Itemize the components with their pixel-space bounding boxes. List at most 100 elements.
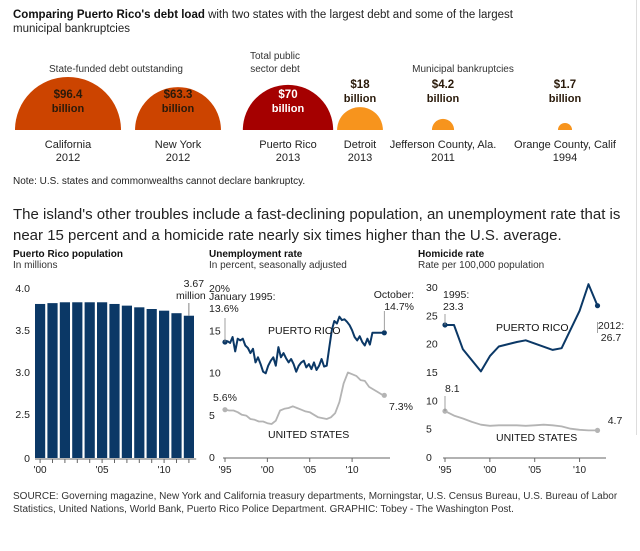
homicide-series-line: [445, 283, 599, 373]
debt-semicircle: [135, 87, 221, 130]
homicide-chart-subtitle: Rate per 100,000 population: [418, 260, 545, 271]
debt-entity-label: California 2012: [0, 139, 138, 165]
unemployment-x-tick: '95: [218, 465, 231, 476]
debt-semicircle: [15, 77, 121, 130]
homicide-x-tick: '00: [483, 465, 496, 476]
debt-entity-label: Detroit 2013: [290, 139, 430, 165]
debt-place: New York: [154, 139, 202, 151]
unemployment-y-tick: 5: [209, 410, 215, 422]
unemployment-series-label: UNITED STATES: [268, 429, 349, 441]
debt-place: California: [44, 139, 92, 151]
homicide-series-label: UNITED STATES: [496, 432, 577, 444]
debt-year: 2012: [55, 152, 81, 164]
debt-unit-label: billion: [272, 103, 305, 115]
unemployment-end-annotation: October:: [374, 289, 414, 301]
population-chart-subtitle: In millions: [13, 260, 58, 271]
homicide-end-annotation: 2012:: [598, 320, 624, 332]
homicide-y-tick: 0: [426, 452, 432, 464]
debt-place: Orange County, Calif: [514, 139, 616, 151]
homicide-series-line: [444, 410, 598, 432]
homicide-y-tick: 20: [426, 339, 438, 351]
homicide-y-tick: 15: [426, 367, 438, 379]
population-annotation-unit: million: [176, 290, 206, 302]
graphic-title: Comparing Puerto Rico's debt load with t…: [13, 8, 533, 36]
homicide-y-tick: 30: [426, 282, 438, 294]
homicide-chart-header: Homicide rate Rate per 100,000 populatio…: [418, 249, 544, 271]
population-chart-header: Puerto Rico population In millions: [13, 249, 123, 271]
unemployment-chart-title: Unemployment rate: [209, 249, 303, 260]
debt-semicircles: $96.4 billion $63.3 billion $70 billion $18 bil…: [15, 77, 581, 130]
population-bar: [59, 302, 70, 458]
debt-unit-label: billion: [344, 93, 377, 105]
population-bar: [171, 313, 182, 458]
homicide-end-point: [594, 427, 601, 433]
unemployment-end-point: [381, 330, 387, 336]
debt-place: Detroit: [343, 139, 377, 151]
debt-year: 1994: [552, 152, 578, 164]
unemployment-y-tick: 0: [209, 452, 215, 464]
title-rest: with two states with the largest debt an…: [13, 9, 513, 35]
population-chart-title: Puerto Rico population: [13, 249, 123, 260]
population-bar: [84, 302, 95, 458]
homicide-y-tick: 10: [426, 395, 438, 407]
homicide-series-label: PUERTO RICO: [496, 322, 569, 334]
debt-amount-label: $18: [350, 79, 370, 91]
debt-unit-label: billion: [427, 93, 460, 105]
debt-semicircle: [431, 118, 455, 130]
homicide-y-tick: 5: [426, 424, 432, 436]
unemployment-y-tick: 15: [209, 325, 221, 337]
right-border-line: [636, 0, 637, 435]
unemployment-x-tick: '00: [261, 465, 274, 476]
debt-unit-label: billion: [52, 103, 85, 115]
homicide-end-annotation: 4.7: [608, 415, 623, 427]
population-y-tick: 2.5: [15, 409, 30, 421]
unemployment-chart-subtitle: In percent, seasonally adjusted: [209, 260, 347, 271]
title-bold: Comparing Puerto Rico's debt load: [13, 9, 205, 21]
population-x-tick: '00: [34, 465, 47, 476]
source-credit: SOURCE: Governing magazine, New York and…: [13, 491, 618, 515]
debt-year: 2013: [275, 152, 301, 164]
unemployment-start-annotation: 13.6%: [209, 303, 239, 315]
debt-place: Jefferson County, Ala.: [389, 139, 497, 151]
population-y-tick: 3.5: [15, 325, 30, 337]
debt-year: 2011: [431, 152, 455, 164]
debt-semicircle: [557, 122, 573, 130]
unemployment-y-tick: 20%: [209, 283, 230, 295]
population-bar: [109, 303, 120, 458]
debt-unit-label: billion: [162, 103, 195, 115]
debt-year: 2013: [347, 152, 373, 164]
unemployment-series-line: [224, 315, 385, 375]
debt-amount-label: $63.3: [164, 89, 193, 101]
homicide-end-point: [594, 303, 601, 309]
population-bar: [146, 309, 157, 458]
group-label-total-debt: Total public sector debt: [249, 51, 301, 75]
unemployment-start-annotation: January 1995:: [209, 291, 276, 303]
unemployment-start-annotation: 5.6%: [213, 392, 237, 404]
debt-semicircle: [337, 107, 383, 130]
population-bar: [183, 315, 194, 458]
population-bar: [35, 303, 46, 458]
population-bar: [134, 307, 145, 458]
debt-place: Puerto Rico: [259, 139, 317, 151]
population-x-tick: '05: [96, 465, 109, 476]
debt-entity-label: Orange County, Calif 1994: [495, 139, 635, 165]
debt-amount-label: $96.4: [54, 89, 83, 101]
population-annotation-value: 3.67: [184, 278, 205, 290]
homicide-start-annotation: 23.3: [443, 301, 464, 313]
debt-entity-label: New York 2012: [108, 139, 248, 165]
homicide-x-tick: '95: [438, 465, 451, 476]
debt-note: Note: U.S. states and commonwealths cann…: [13, 176, 306, 187]
unemployment-end-annotation: 7.3%: [389, 401, 413, 413]
population-x-tick: '10: [158, 465, 171, 476]
debt-amount-label: $1.7: [554, 79, 576, 91]
unemployment-series-line: [224, 371, 385, 425]
homicide-chart: 0 5 10 15 20 25 30 '95 '00 '05 '10 PUERTO RICO 1995:…: [426, 282, 624, 476]
homicide-start-annotation: 1995:: [443, 289, 469, 301]
debt-semicircle: [242, 84, 334, 130]
group-label-municipal: Municipal bankruptcies: [412, 64, 514, 75]
unemployment-chart: 0 5 10 15 20% '95 '00 '05 '10 PUERTO RICO January …: [209, 283, 414, 476]
debt-amount-label: $4.2: [432, 79, 454, 91]
unemployment-x-tick: '05: [303, 465, 316, 476]
debt-year: 2012: [165, 152, 191, 164]
